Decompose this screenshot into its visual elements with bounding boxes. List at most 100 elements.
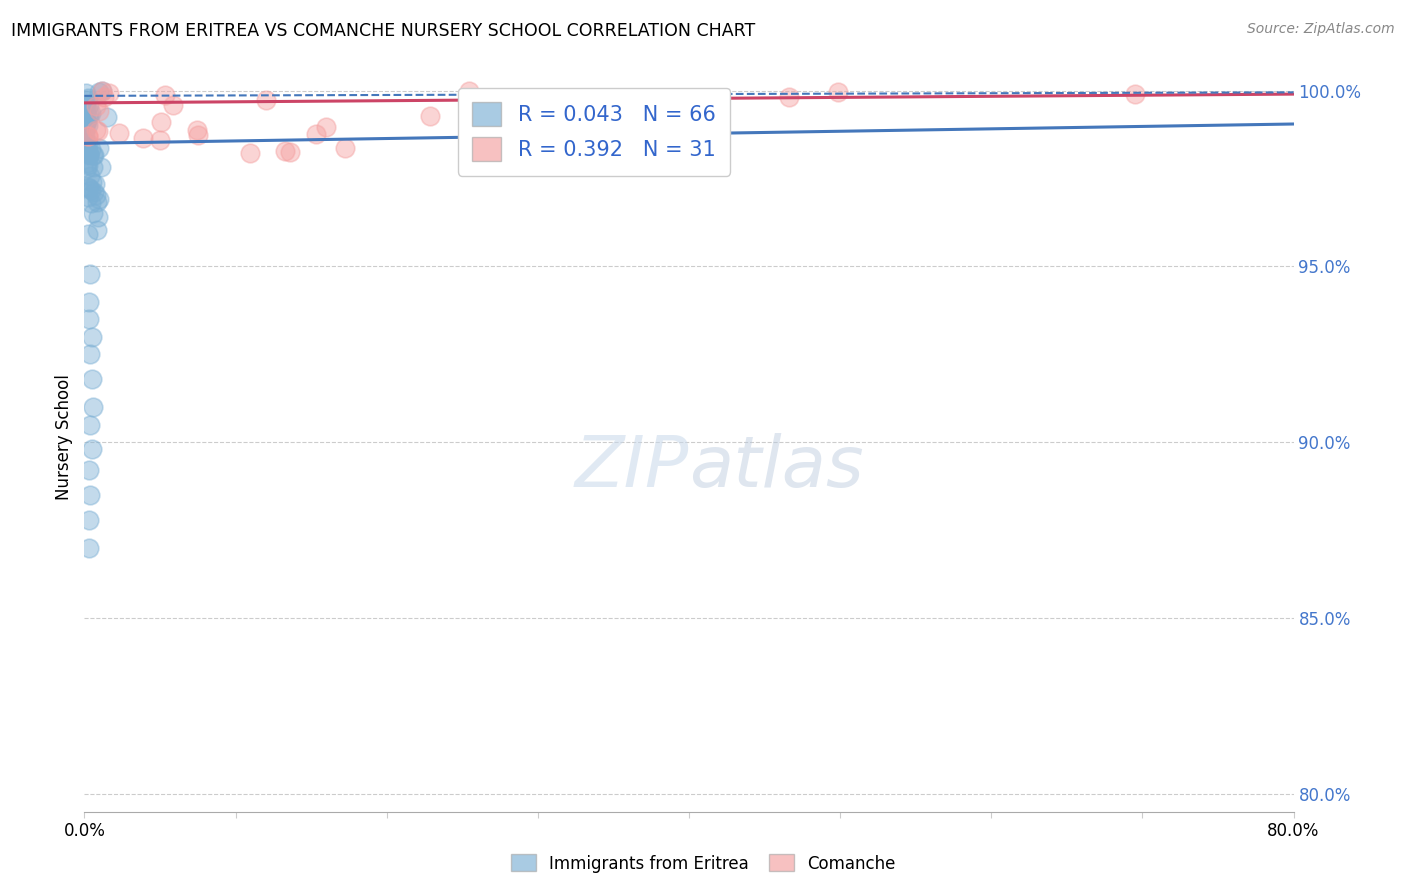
Point [75, 98, 97, 112]
Point [599, 120, 621, 134]
Point [162, 98, 184, 112]
Point [82, 400, 104, 414]
Point [76, 143, 98, 157]
Point [77, 159, 100, 173]
Y-axis label: Nursery School: Nursery School [55, 374, 73, 500]
Point [77, 463, 100, 477]
Point [84, 123, 107, 137]
Point [77, 147, 100, 161]
Point [75, 87, 97, 101]
Point [83, 148, 105, 162]
Point [73, 136, 96, 150]
Point [87, 141, 110, 155]
Point [80, 183, 103, 197]
Point [82, 161, 104, 175]
Point [77, 180, 100, 194]
Point [76, 91, 98, 105]
Point [89, 103, 111, 118]
Point [76, 144, 98, 158]
Point [278, 145, 301, 159]
Point [84, 177, 107, 191]
Point [530, 97, 553, 112]
Point [77, 148, 100, 162]
Point [93, 89, 115, 103]
Point [86, 99, 108, 113]
Point [79, 417, 101, 432]
Point [79, 347, 101, 361]
Point [150, 115, 173, 129]
Point [87, 85, 110, 99]
Point [75, 103, 97, 118]
Point [87, 210, 110, 224]
Legend: Immigrants from Eritrea, Comanche: Immigrants from Eritrea, Comanche [503, 847, 903, 880]
Point [76, 93, 98, 107]
Point [77, 513, 100, 527]
Point [77, 110, 100, 124]
Point [83, 186, 105, 200]
Point [333, 141, 356, 155]
Point [77, 312, 100, 326]
Point [77, 118, 100, 132]
Point [155, 87, 177, 102]
Point [778, 90, 800, 104]
Point [82, 206, 104, 220]
Point [76, 156, 98, 170]
Point [239, 146, 262, 161]
Point [132, 131, 155, 145]
Point [80, 442, 103, 457]
Point [79, 488, 101, 502]
Point [77, 146, 100, 161]
Point [75, 115, 97, 129]
Point [80, 330, 103, 344]
Point [77, 97, 100, 112]
Point [91, 84, 114, 98]
Point [73, 112, 96, 127]
Point [86, 195, 108, 210]
Point [149, 133, 172, 147]
Point [77, 294, 100, 309]
Point [315, 120, 337, 135]
Point [1123, 87, 1146, 101]
Point [80, 372, 103, 386]
Point [76, 161, 98, 176]
Text: ZIP: ZIP [575, 433, 689, 501]
Point [82, 148, 104, 162]
Point [79, 169, 101, 183]
Point [274, 144, 297, 158]
Text: Source: ZipAtlas.com: Source: ZipAtlas.com [1247, 22, 1395, 37]
Point [79, 267, 101, 281]
Point [76, 113, 98, 128]
Point [80, 105, 103, 120]
Point [827, 86, 849, 100]
Text: atlas: atlas [689, 433, 863, 501]
Point [79, 106, 101, 120]
Point [86, 222, 108, 236]
Point [77, 181, 100, 195]
Point [98, 86, 121, 100]
Point [80, 142, 103, 156]
Point [73, 122, 96, 136]
Point [107, 126, 129, 140]
Point [75, 117, 97, 131]
Point [77, 541, 100, 555]
Point [77, 136, 100, 150]
Point [80, 196, 103, 211]
Point [91, 84, 114, 98]
Point [84, 187, 107, 202]
Point [254, 93, 277, 107]
Point [187, 128, 209, 142]
Legend: R = 0.043   N = 66, R = 0.392   N = 31: R = 0.043 N = 66, R = 0.392 N = 31 [457, 87, 730, 176]
Point [77, 190, 100, 204]
Point [73, 128, 96, 142]
Point [75, 140, 97, 154]
Point [186, 122, 208, 136]
Point [96, 110, 118, 124]
Point [77, 128, 100, 143]
Point [87, 124, 110, 138]
Point [305, 127, 328, 141]
Point [82, 175, 104, 189]
Point [76, 129, 98, 144]
Point [90, 161, 112, 175]
Point [419, 109, 441, 123]
Point [87, 192, 110, 206]
